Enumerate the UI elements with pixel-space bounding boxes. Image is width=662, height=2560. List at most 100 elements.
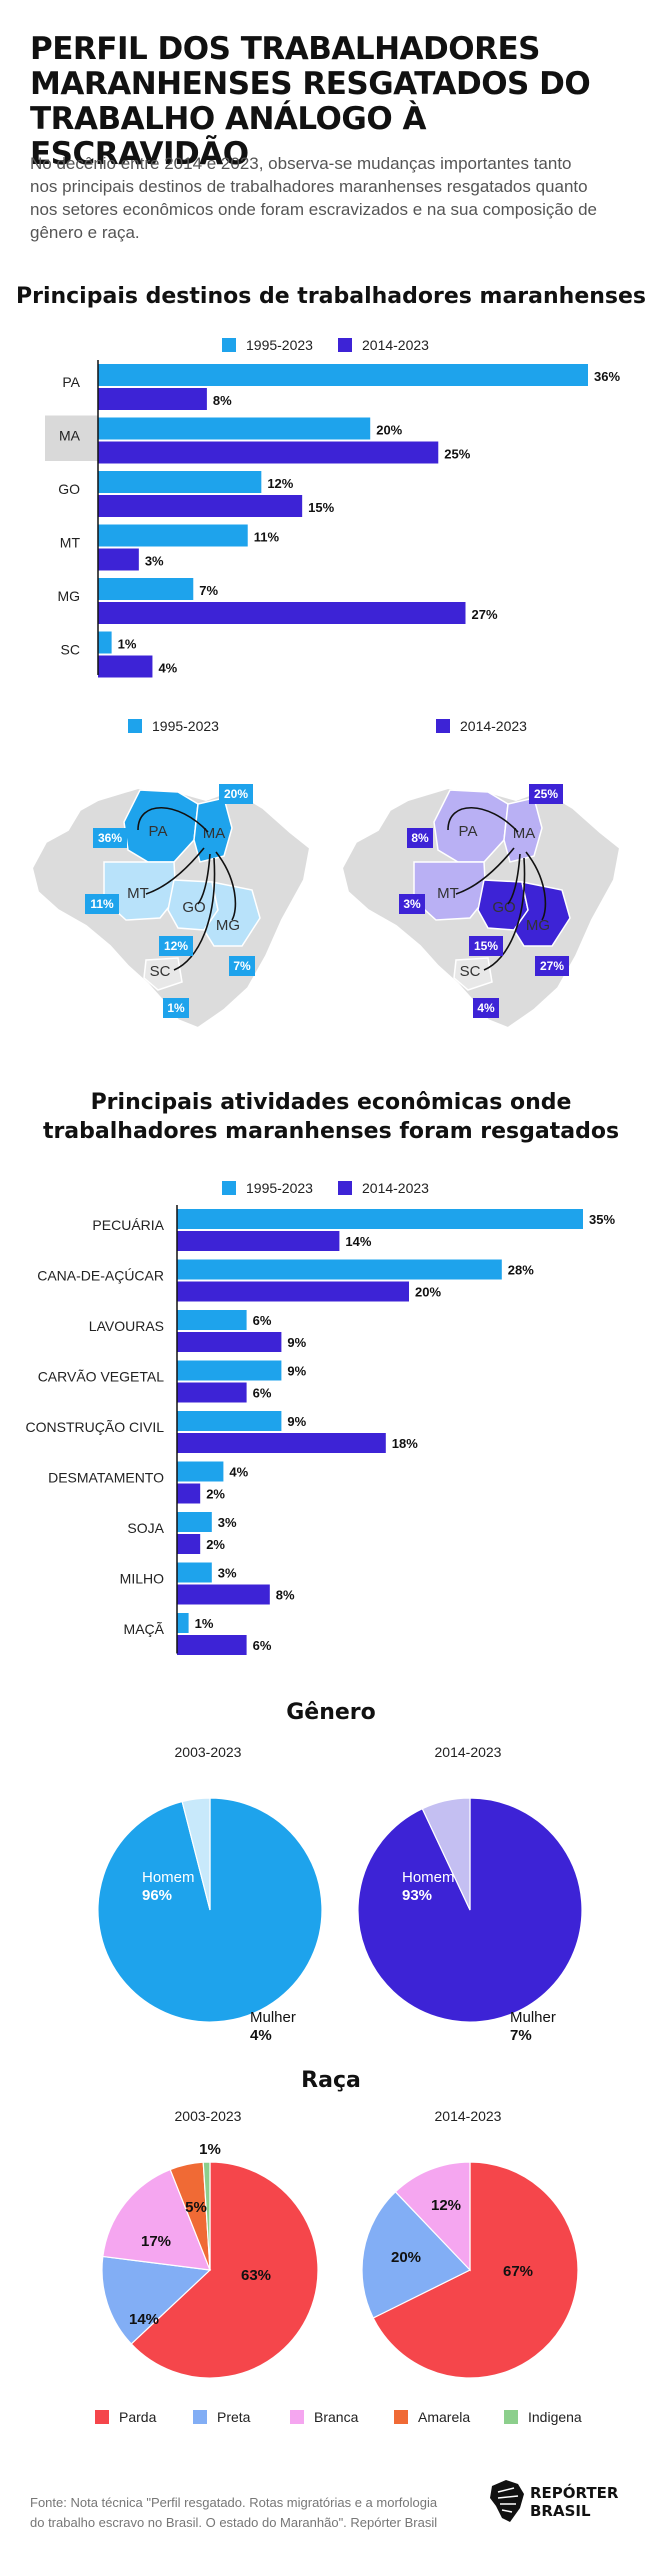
atividades-legend-label-2014: 2014-2023 bbox=[362, 1180, 429, 1196]
pie-slice-mulher bbox=[421, 1797, 471, 1911]
pie-label: 67% bbox=[503, 2263, 533, 2280]
migration-arrow bbox=[145, 847, 205, 895]
bar-value-label: 9% bbox=[287, 1414, 306, 1429]
map-badge-sc bbox=[163, 998, 189, 1018]
map-left-legend-label: 1995-2023 bbox=[152, 718, 219, 734]
bar-value-label: 2% bbox=[206, 1537, 225, 1552]
title-line-3: TRABALHO ANÁLOGO À ESCRAVIDÃO bbox=[30, 101, 426, 172]
raca-legend-indigena-swatch bbox=[504, 2410, 518, 2424]
pie-label: 12% bbox=[431, 2197, 461, 2214]
bar-1995 bbox=[98, 524, 248, 547]
map-badge-go bbox=[159, 936, 193, 956]
bar-2014 bbox=[177, 1281, 409, 1302]
map-badge-label-sc: 4% bbox=[477, 1001, 495, 1015]
bar-value-label: 11% bbox=[254, 530, 280, 545]
pie-slice-branca bbox=[102, 2168, 211, 2271]
pie-slice-parda bbox=[372, 2161, 579, 2379]
bar-2014 bbox=[98, 388, 207, 410]
category-label: MILHO bbox=[120, 1571, 164, 1587]
bar-1995 bbox=[177, 1461, 224, 1482]
bar-2014 bbox=[98, 655, 153, 678]
bar-1995 bbox=[177, 1512, 212, 1532]
atividades-legend-1995: 1995-2023 bbox=[222, 1180, 313, 1196]
category-label: CARVÃO VEGETAL bbox=[38, 1369, 165, 1385]
map-badge-mt bbox=[399, 894, 425, 914]
map-badge-mt bbox=[85, 894, 119, 914]
category-label: DESMATAMENTO bbox=[48, 1470, 164, 1486]
legend-label-2014: 2014-2023 bbox=[362, 337, 429, 353]
destinos-title: Principais destinos de trabalhadores mar… bbox=[15, 284, 647, 309]
raca-legend-preta: Preta bbox=[193, 2409, 250, 2425]
reporter-brasil-logo-icon bbox=[490, 2480, 524, 2522]
bar-value-label: 4% bbox=[158, 661, 177, 676]
genero-title: Gênero bbox=[286, 1700, 376, 1725]
bar-value-label: 9% bbox=[287, 1364, 306, 1379]
bar-1995 bbox=[177, 1411, 282, 1431]
bar-2014 bbox=[98, 548, 139, 571]
map-badge-ma bbox=[529, 784, 563, 804]
category-label: GO bbox=[58, 481, 80, 497]
raca-legend-branca-label: Branca bbox=[314, 2409, 359, 2425]
atividades-title-line-2: trabalhadores maranhenses foram resgatad… bbox=[42, 1119, 620, 1144]
bar-2014 bbox=[177, 1433, 386, 1453]
bar-2014 bbox=[98, 602, 466, 624]
state-mg bbox=[203, 881, 261, 947]
bar-2014 bbox=[177, 1584, 270, 1605]
bar-value-label: 18% bbox=[392, 1436, 418, 1451]
pie-label: 17% bbox=[141, 2233, 171, 2250]
bar-value-label: 14% bbox=[345, 1234, 371, 1249]
pie-slice-preta bbox=[361, 2190, 471, 2319]
bar-2014 bbox=[177, 1332, 282, 1352]
bar-value-label: 8% bbox=[276, 1588, 295, 1603]
migration-arrow bbox=[197, 853, 211, 905]
category-label: MT bbox=[60, 535, 81, 551]
bar-value-label: 4% bbox=[229, 1465, 248, 1480]
bar-1995 bbox=[177, 1310, 247, 1330]
migration-arrow bbox=[507, 853, 521, 905]
title-line-2: MARANHENSES RESGATADOS DO bbox=[30, 66, 591, 102]
bar-value-label: 6% bbox=[253, 1313, 272, 1328]
bar-value-label: 9% bbox=[287, 1335, 306, 1350]
category-label: PECUÁRIA bbox=[92, 1217, 164, 1233]
state-label-ma: MA bbox=[203, 825, 226, 842]
atividades-legend-2014: 2014-2023 bbox=[338, 1180, 429, 1196]
intro-line-2: nos principais destinos de trabalhadores… bbox=[30, 177, 588, 196]
map-badge-pa bbox=[407, 828, 433, 848]
state-label-pa: PA bbox=[149, 823, 168, 840]
atividades-title-line-1: Principais atividades econômicas onde bbox=[90, 1090, 572, 1115]
raca-year-left: 2003-2023 bbox=[174, 2108, 242, 2124]
pie-label: 1% bbox=[199, 2141, 221, 2158]
destinos-bar-chart: PA 36% 8% MA 20% 25% GO 12% 15% MT 11% 3% MG 7% 27% SC 1… bbox=[45, 360, 620, 678]
raca-pie-left: 63% 14% 17% 5% 1% bbox=[101, 2141, 319, 2379]
pie-label: 93% bbox=[402, 1887, 432, 1904]
map-badge-pa bbox=[93, 828, 127, 848]
bar-value-label: 3% bbox=[145, 554, 164, 569]
intro-text: No decênio entre 2014 e 2023, observa-se… bbox=[30, 152, 640, 244]
raca-legend-preta-swatch bbox=[193, 2410, 207, 2424]
raca-legend-parda: Parda bbox=[95, 2409, 156, 2425]
raca-legend: Parda Preta Branca Amarela Indigena bbox=[0, 2409, 662, 2429]
migration-arrow bbox=[173, 857, 216, 971]
map-badge-label-sc: 1% bbox=[167, 1001, 185, 1015]
pie-label: Mulher bbox=[510, 2009, 556, 2026]
intro-line-4: gênero e raça. bbox=[30, 223, 140, 242]
destinos-legend-1995: 1995-2023 bbox=[222, 337, 313, 353]
atividades-legend-swatch-light bbox=[222, 1181, 236, 1195]
migration-arrow bbox=[455, 847, 515, 895]
bar-2014 bbox=[98, 495, 303, 517]
map-badge-sc bbox=[473, 998, 499, 1018]
map-badge-label-pa: 8% bbox=[411, 831, 429, 845]
category-highlight bbox=[45, 415, 98, 461]
category-label: MA bbox=[59, 428, 81, 444]
state-mg bbox=[513, 881, 571, 947]
state-label-sc: SC bbox=[150, 963, 171, 980]
bar-1995 bbox=[98, 471, 262, 493]
legend-swatch-dark bbox=[338, 338, 352, 352]
bar-2014 bbox=[177, 1534, 201, 1554]
map-badge-label-pa: 36% bbox=[98, 831, 122, 845]
bar-value-label: 12% bbox=[267, 476, 293, 491]
bar-1995 bbox=[177, 1259, 502, 1280]
pie-label: 96% bbox=[142, 1887, 172, 1904]
